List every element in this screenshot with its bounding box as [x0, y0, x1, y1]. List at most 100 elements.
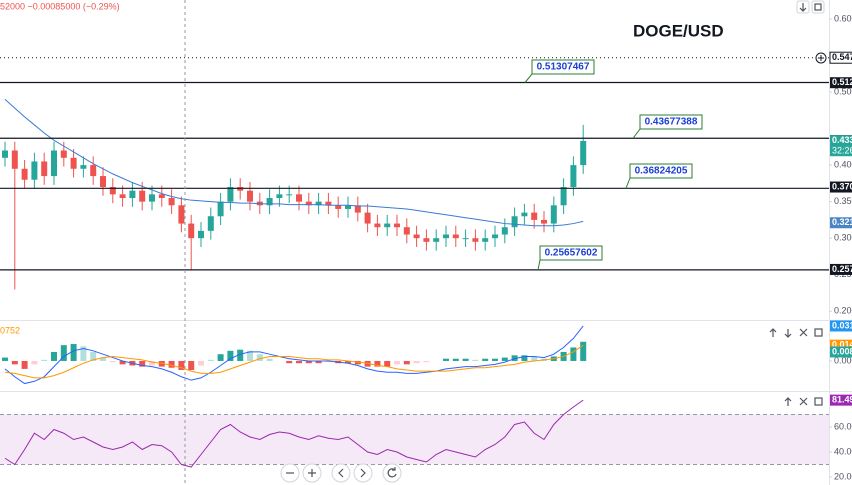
candle-body [109, 187, 116, 195]
histogram-bar [374, 360, 381, 367]
histogram-bar [443, 358, 449, 361]
histogram-bar [100, 357, 106, 361]
histogram-bar [580, 341, 587, 361]
maximize-button[interactable] [814, 328, 823, 337]
histogram-bar [198, 360, 204, 366]
move-up-button[interactable] [769, 328, 777, 337]
chart-title: DOGE/USD [633, 21, 724, 40]
y-tick-label: 0.3000 [834, 233, 852, 243]
histogram-bar [423, 360, 430, 363]
histogram-bar [41, 359, 48, 361]
candle-body [217, 201, 224, 217]
add-alert-button[interactable] [815, 52, 827, 64]
histogram-bar [158, 360, 165, 367]
histogram-bar [60, 345, 67, 361]
candle-body [139, 190, 146, 202]
callout-box [639, 114, 703, 130]
move-down-button[interactable] [784, 329, 792, 338]
move-up-button[interactable] [784, 397, 792, 406]
candle-body [2, 150, 8, 158]
histogram-bar [227, 350, 234, 361]
price-marker [830, 217, 852, 229]
histogram-bar [296, 360, 302, 364]
candle-body [345, 205, 351, 209]
histogram-bar [413, 360, 420, 364]
candle-body [129, 190, 136, 198]
maximize-button[interactable] [811, 0, 825, 14]
histogram-bar [305, 360, 312, 364]
candle-body [247, 190, 253, 202]
y-tick-label: 60.00 [834, 421, 852, 431]
zoom-in-button[interactable] [302, 463, 322, 483]
close-button[interactable] [799, 397, 808, 406]
histogram-bar [511, 355, 518, 361]
macd-tools [769, 328, 823, 338]
scroll-left-button[interactable] [331, 463, 351, 483]
histogram-bar [354, 360, 361, 365]
callout-leader [632, 128, 641, 139]
histogram-bar [531, 356, 538, 361]
candle-body [149, 194, 155, 202]
candle-body [492, 234, 498, 239]
histogram-bar [256, 354, 263, 361]
header-quote: 52000 −0.00085000 (−0.29%) [0, 1, 120, 11]
candle-body [315, 201, 322, 206]
macd-line [4, 325, 584, 385]
price-marker-label: 0.433 [832, 135, 852, 145]
y-tick-label: 0.2000 [834, 306, 852, 316]
candle-body [21, 168, 28, 180]
price-marker [830, 181, 852, 193]
price-marker-label: 0.031 [832, 320, 852, 330]
histogram-bar [31, 360, 38, 365]
price-marker-label: 0.321 [832, 217, 852, 227]
y-tick-label: 0.6000 [834, 13, 852, 23]
histogram-bar [364, 360, 371, 367]
top-tools [796, 0, 827, 64]
histogram-bar [482, 358, 489, 361]
histogram-bar [462, 358, 469, 361]
candle-body [168, 197, 175, 206]
callout-box [539, 245, 603, 261]
reset-button[interactable] [382, 463, 402, 483]
scroll-right-button[interactable] [353, 463, 373, 483]
candle-body [41, 161, 48, 177]
candle-body [178, 205, 185, 224]
zoom-out-button[interactable] [280, 463, 300, 483]
rsi-band [0, 414, 829, 465]
candle-body [501, 227, 508, 235]
candle-body [305, 201, 312, 206]
countdown: 32:26 [832, 146, 852, 156]
candle-body [276, 194, 283, 198]
y-tick-label: 0.3500 [834, 196, 852, 206]
candle-body [560, 187, 567, 206]
level-label: 0.25657602 [545, 248, 598, 259]
price-marker [830, 339, 852, 351]
candle-body [472, 238, 479, 242]
candle-body [70, 157, 77, 169]
y-tick-label: 0.0000 [834, 355, 852, 365]
candle-body [482, 238, 489, 242]
histogram-bar [90, 351, 97, 361]
callout-leader [625, 177, 631, 189]
callout-leader [524, 73, 533, 83]
price-marker-label: 81.49 [832, 395, 852, 405]
histogram-bar [472, 359, 479, 361]
histogram-bar [119, 360, 126, 365]
price-marker [830, 394, 852, 406]
scroll-down-button[interactable] [796, 0, 810, 14]
close-button[interactable] [799, 328, 808, 337]
histogram-bar [452, 358, 459, 361]
candle-body [364, 212, 371, 224]
histogram-bar [11, 360, 18, 365]
rsi-line [4, 399, 584, 468]
bottom-toolbar [280, 463, 402, 483]
maximize-button[interactable] [814, 397, 823, 406]
candle-body [335, 205, 342, 209]
candle-body [286, 194, 293, 196]
histogram-bar [286, 360, 293, 364]
candle-body [198, 230, 204, 239]
histogram-bar [325, 360, 332, 363]
candle-body [31, 161, 38, 180]
histogram-bar [188, 360, 195, 370]
candle-body [423, 238, 430, 242]
